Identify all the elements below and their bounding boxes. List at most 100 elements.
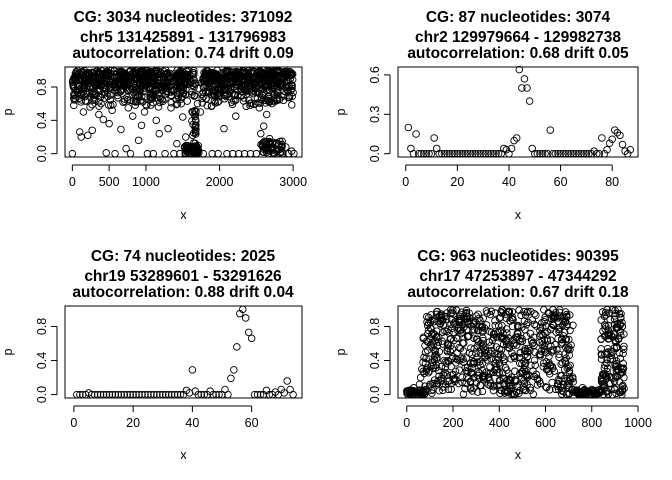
panel-2-data-point — [494, 149, 503, 158]
panel-4-data-point — [474, 310, 482, 319]
panel-1-data-point — [229, 149, 237, 158]
panel-3-data-point — [230, 366, 238, 374]
panel-4-data-point — [431, 337, 439, 345]
panel-1-data-point — [212, 76, 221, 84]
panel-2-data-point — [440, 149, 449, 158]
panel-1-data-point — [124, 86, 133, 94]
panel-1-data-point — [90, 91, 99, 100]
panel-1-data-point — [204, 67, 212, 75]
panel-1-data-point — [128, 112, 137, 120]
panel-1-data-point — [88, 100, 96, 109]
panel-4-data-point — [474, 338, 483, 346]
panel-4-data-point — [563, 364, 572, 373]
panel-4-data-point — [609, 374, 618, 382]
panel-4-data-point — [496, 381, 504, 389]
panel-1-data-point — [290, 149, 298, 158]
panel-1-x-tick-label: 2000 — [206, 175, 234, 189]
panel-2-data-point — [417, 149, 425, 158]
panel-4-data-point — [614, 305, 622, 314]
panel-1-data-point — [262, 86, 271, 95]
panel-1-data-point — [132, 93, 140, 101]
panel-4-data-point — [604, 331, 613, 340]
panel-4-data-point — [501, 363, 510, 372]
panel-3-data-point — [280, 389, 288, 397]
panel-4-data-point — [522, 321, 531, 329]
panel-1-data-point — [273, 96, 281, 105]
panel-4-data-point — [610, 315, 619, 324]
panel-4-data-point — [551, 313, 560, 321]
panel-1-data-point — [230, 91, 238, 99]
panel-3-data-point — [164, 390, 173, 399]
panel-1-data-point — [198, 94, 206, 103]
panel-3-data-point — [238, 305, 247, 314]
panel-4-data-point — [548, 378, 556, 387]
panel-3-data-point — [173, 390, 182, 399]
panel-4-data-point — [422, 312, 431, 321]
panel-4-data-point — [545, 309, 553, 318]
panel-4-data-point — [494, 328, 502, 337]
panel-4-data-point — [448, 355, 456, 363]
panel-2-title-line-3: autocorrelation: 0.68 drift 0.05 — [407, 45, 629, 62]
panel-1-data-point — [108, 106, 116, 115]
panel-4-data-point — [470, 317, 478, 325]
panel-4-data-point — [492, 355, 500, 364]
panel-3-data-point — [161, 390, 170, 399]
panel-4-data-point — [442, 312, 450, 321]
panel-2-data-point — [463, 149, 472, 158]
panel-1-data-point — [170, 149, 178, 158]
panel-1-x-tick-label: 500 — [99, 175, 120, 189]
panel-1-data-point — [253, 69, 261, 78]
panel-4-data-point — [453, 349, 461, 357]
panel-4-x-tick-label: 600 — [535, 416, 556, 430]
panel-4-data-point — [411, 390, 419, 399]
panel-2-data-point — [554, 149, 562, 158]
panel-2-data-point — [577, 149, 585, 158]
panel-3-data-point — [176, 390, 185, 399]
panel-4-data-point — [558, 339, 567, 347]
panel-1-data-point — [243, 87, 252, 95]
panel-2-data-point — [616, 131, 624, 140]
panel-1-y-tick-label: 0.8 — [35, 78, 49, 95]
panel-4-data-point — [576, 390, 584, 399]
panel-2-data-point — [443, 149, 451, 158]
panel-1-data-point — [243, 74, 252, 82]
panel-4-data-point — [560, 314, 568, 322]
panel-1-data-point — [211, 91, 219, 100]
panel-1-data-point — [142, 67, 151, 75]
panel-4-data-point — [414, 390, 423, 399]
panel-1-data-point — [70, 96, 78, 104]
panel-1-data-point — [127, 78, 135, 86]
panel-2-data-point — [567, 149, 575, 158]
panel-4-data-point — [478, 366, 486, 375]
panel-1-data-point — [157, 83, 165, 92]
panel-2-data-point — [479, 149, 487, 158]
panel-4-data-point — [597, 386, 605, 395]
panel-1-data-point — [226, 74, 234, 83]
panel-4-data-point — [420, 369, 428, 378]
panel-3-data-point — [144, 390, 152, 399]
panel-3-data-point — [212, 390, 220, 399]
panel-1-data-point — [77, 68, 86, 76]
panel-4-data-point — [435, 333, 443, 341]
panel-1-data-point — [86, 103, 94, 111]
panel-4-y-axis-label: p — [334, 348, 348, 355]
panel-1-data-point — [116, 87, 124, 95]
panel-4-data-point — [459, 390, 468, 398]
panel-1-data-point — [155, 129, 163, 138]
panel-1-data-point — [158, 95, 166, 104]
panel-1-data-point — [106, 101, 115, 110]
panel-2-data-point — [466, 149, 475, 158]
panel-4-data-point — [545, 359, 553, 367]
panel-2-data-point — [487, 149, 495, 158]
panel-4-data-point — [440, 356, 448, 365]
panel-1-data-point — [274, 141, 283, 150]
panel-2-data-point — [549, 149, 557, 158]
panel-4-data-point — [540, 342, 549, 350]
panel-4-data-point — [504, 334, 513, 342]
panel-4-data-point — [617, 331, 625, 340]
panel-1-data-point — [79, 108, 88, 116]
panel-2-data-point — [518, 84, 526, 92]
panel-4-data-point — [530, 341, 538, 350]
panel-3-data-point — [105, 390, 114, 399]
